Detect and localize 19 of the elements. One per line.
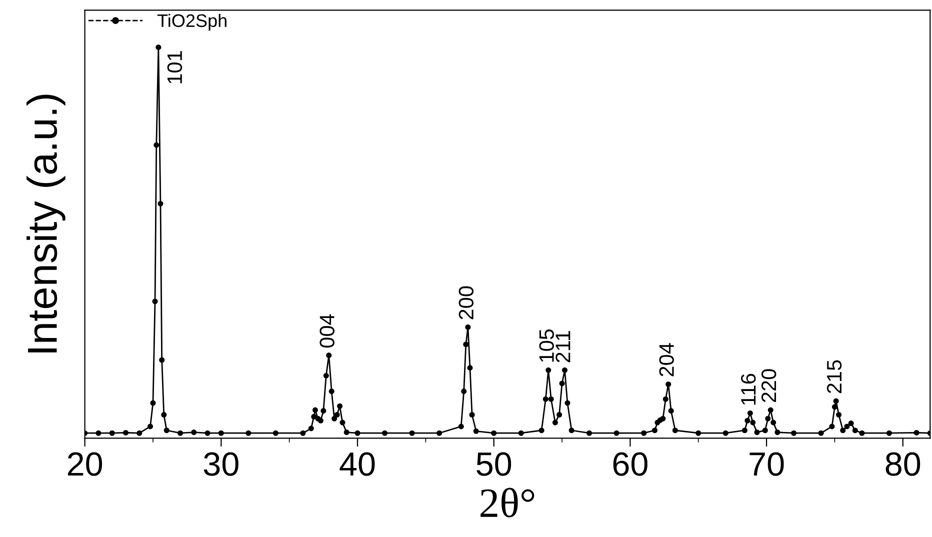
annotation: 004 (320, 314, 334, 348)
annotation: 101 (167, 51, 182, 84)
annotation: 105 (539, 329, 554, 362)
annotation: 211 (556, 331, 570, 362)
legend-label: TiO2Sph (157, 14, 226, 31)
x-tick-label: 80 (886, 452, 920, 476)
x-tick-label: 60 (613, 452, 648, 476)
annotation: 220 (761, 369, 776, 402)
x-tick-label: 40 (340, 452, 375, 476)
annotation: 200 (458, 286, 474, 320)
x-tick-label: 30 (204, 452, 238, 476)
annotation: 204 (659, 343, 674, 376)
y-axis-title: Intensity (a.u.) (26, 94, 66, 352)
annotation: 215 (826, 360, 842, 394)
annotation: 116 (741, 374, 756, 405)
x-tick-label: 50 (476, 452, 512, 476)
x-tick-label: 20 (68, 452, 102, 476)
x-axis-title: 2θ° (480, 488, 534, 518)
x-tick-label: 70 (750, 452, 784, 476)
